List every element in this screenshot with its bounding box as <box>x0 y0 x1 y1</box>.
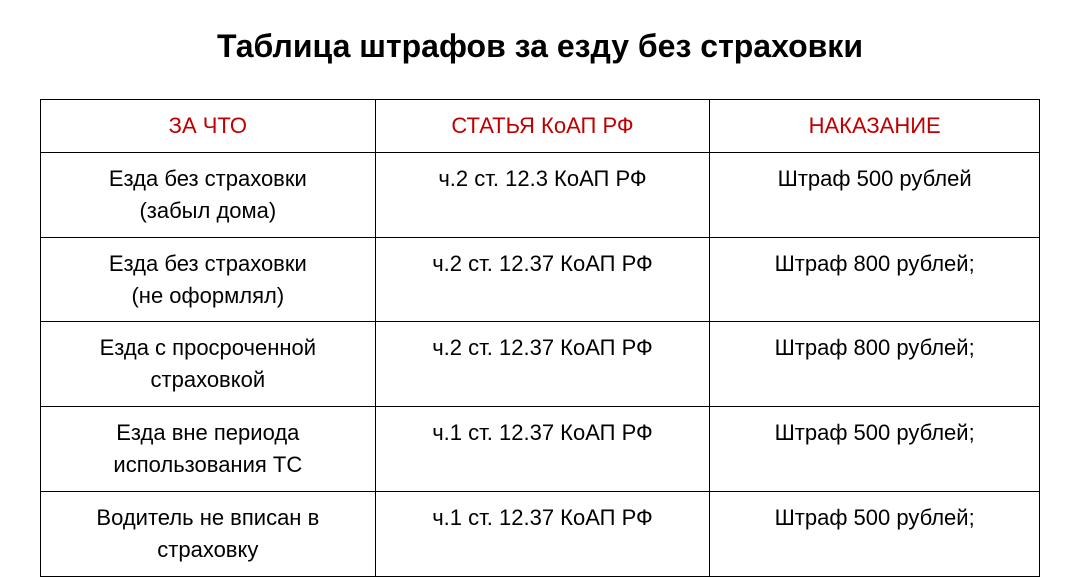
cell-text: Езда без страховки <box>49 163 367 195</box>
cell-text: Езда с просроченной <box>49 332 367 364</box>
cell-text: страховкой <box>49 364 367 396</box>
cell-article: ч.1 ст. 12.37 КоАП РФ <box>375 492 710 577</box>
cell-text: Езда вне периода <box>49 417 367 449</box>
cell-penalty: Штраф 500 рублей; <box>710 492 1040 577</box>
cell-violation: Езда вне периода использования ТС <box>41 407 376 492</box>
cell-penalty: Штраф 800 рублей; <box>710 237 1040 322</box>
table-header-row: ЗА ЧТО СТАТЬЯ КоАП РФ НАКАЗАНИЕ <box>41 100 1040 153</box>
cell-article: ч.2 ст. 12.3 КоАП РФ <box>375 152 710 237</box>
cell-text: Езда без страховки <box>49 248 367 280</box>
cell-text: использования ТС <box>49 449 367 481</box>
cell-text: (забыл дома) <box>49 195 367 227</box>
cell-violation: Езда с просроченной страховкой <box>41 322 376 407</box>
col-header-penalty: НАКАЗАНИЕ <box>710 100 1040 153</box>
cell-text: Водитель не вписан в <box>49 502 367 534</box>
cell-penalty: Штраф 500 рублей; <box>710 407 1040 492</box>
cell-violation: Водитель не вписан в страховку <box>41 492 376 577</box>
page-title: Таблица штрафов за езду без страховки <box>40 28 1040 65</box>
table-row: Езда без страховки (забыл дома) ч.2 ст. … <box>41 152 1040 237</box>
col-header-article: СТАТЬЯ КоАП РФ <box>375 100 710 153</box>
table-row: Езда вне периода использования ТС ч.1 ст… <box>41 407 1040 492</box>
fines-table: ЗА ЧТО СТАТЬЯ КоАП РФ НАКАЗАНИЕ Езда без… <box>40 99 1040 577</box>
cell-article: ч.1 ст. 12.37 КоАП РФ <box>375 407 710 492</box>
table-row: Езда без страховки (не оформлял) ч.2 ст.… <box>41 237 1040 322</box>
cell-article: ч.2 ст. 12.37 КоАП РФ <box>375 237 710 322</box>
col-header-violation: ЗА ЧТО <box>41 100 376 153</box>
cell-violation: Езда без страховки (забыл дома) <box>41 152 376 237</box>
cell-article: ч.2 ст. 12.37 КоАП РФ <box>375 322 710 407</box>
cell-penalty: Штраф 500 рублей <box>710 152 1040 237</box>
page-container: Таблица штрафов за езду без страховки ЗА… <box>0 0 1080 561</box>
table-body: Езда без страховки (забыл дома) ч.2 ст. … <box>41 152 1040 576</box>
cell-text: (не оформлял) <box>49 280 367 312</box>
cell-violation: Езда без страховки (не оформлял) <box>41 237 376 322</box>
table-row: Водитель не вписан в страховку ч.1 ст. 1… <box>41 492 1040 577</box>
cell-penalty: Штраф 800 рублей; <box>710 322 1040 407</box>
cell-text: страховку <box>49 534 367 566</box>
table-row: Езда с просроченной страховкой ч.2 ст. 1… <box>41 322 1040 407</box>
